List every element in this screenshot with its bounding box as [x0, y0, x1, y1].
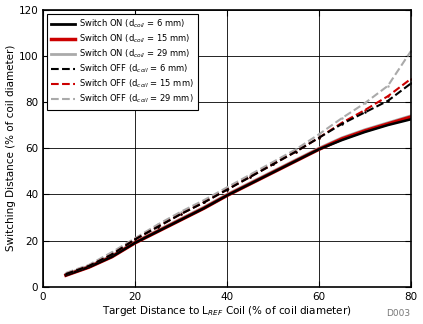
Y-axis label: Switching Distance (% of coil diameter): Switching Distance (% of coil diameter) [5, 45, 16, 251]
Legend: Switch ON (d$_{coil}$ = 6 mm), Switch ON (d$_{coil}$ = 15 mm), Switch ON (d$_{co: Switch ON (d$_{coil}$ = 6 mm), Switch ON… [47, 14, 198, 110]
X-axis label: Target Distance to L$_{REF}$ Coil (% of coil diameter): Target Distance to L$_{REF}$ Coil (% of … [102, 305, 352, 318]
Text: D003: D003 [386, 308, 410, 318]
